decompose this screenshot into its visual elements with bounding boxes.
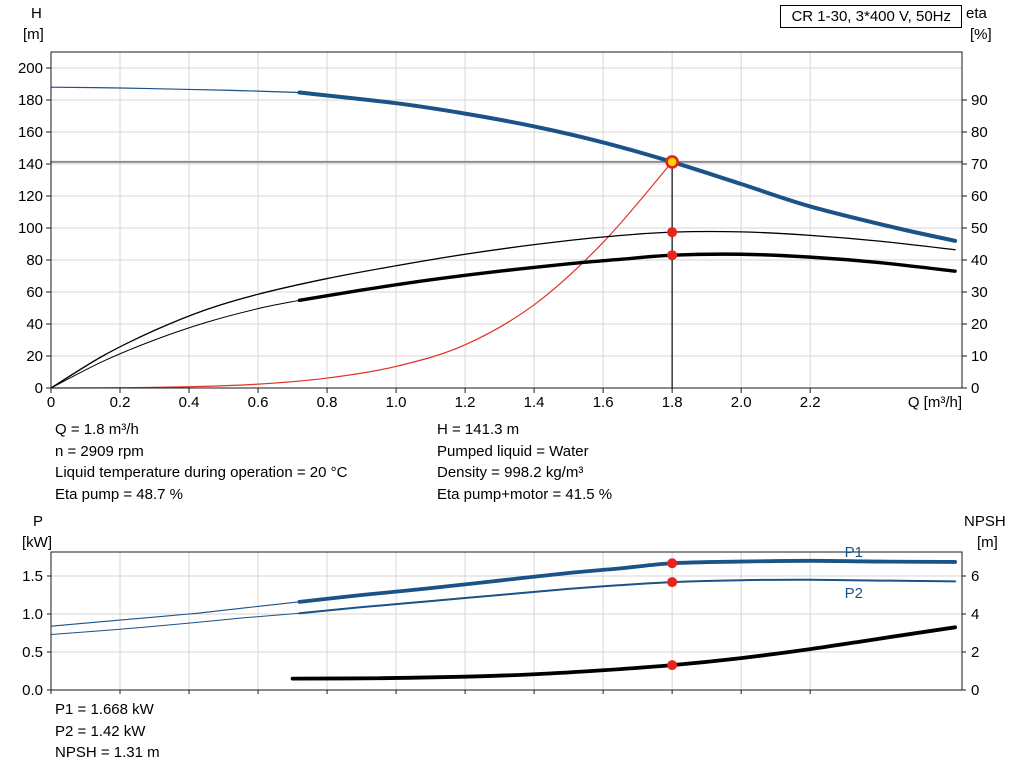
x-tick-label: 1.0 (386, 394, 407, 411)
x-tick-label: 0.4 (179, 394, 200, 411)
pump-curve (297, 90, 958, 243)
x-tick-label: 2.2 (800, 394, 821, 411)
npsh-curve (290, 625, 957, 681)
y-left-tick-label: 0.5 (22, 644, 43, 661)
hq-x-axis-title: Q [m³/h] (907, 394, 962, 411)
y-left-tick-label: 1.5 (22, 568, 43, 585)
info-liquid-temp: Liquid temperature during operation = 20… (55, 464, 348, 482)
y-right-tick-label: 70 (971, 156, 988, 173)
npsh-y-right-axis-unit: [m] (977, 534, 998, 551)
y-left-tick-label: 40 (26, 316, 43, 333)
y-left-tick-label: 140 (18, 156, 43, 173)
y-right-tick-label: 50 (971, 220, 988, 237)
eta-pump-point (667, 227, 678, 238)
power-info-block: P1 = 1.668 kW P2 = 1.42 kW NPSH = 1.31 m (55, 699, 160, 764)
y-left-tick-label: 1.0 (22, 606, 43, 623)
power-npsh-chart[interactable]: 0.0 0.5 1.0 1.5 0 2 4 6 P1 P2 (22, 544, 979, 699)
npsh-y-right-axis-title: NPSH (964, 513, 1006, 530)
power-y-left-axis-title: P (33, 513, 44, 530)
p1-curve-lowflow (50, 601, 300, 627)
x-tick-label: 0.6 (248, 394, 269, 411)
hq-chart[interactable]: 0 20 40 60 80 100 120 140 160 180 200 0 10 20 30 40 50 60… (18, 51, 988, 411)
info-eta-pump: Eta pump = 48.7 % (55, 486, 183, 504)
y-right-tick-label: 40 (971, 252, 988, 269)
y-left-tick-label: 80 (26, 252, 43, 269)
duty-point[interactable] (665, 155, 679, 169)
y-right-tick-label: 4 (971, 606, 979, 623)
y-right-tick-label: 90 (971, 92, 988, 109)
plot-frame (50, 551, 963, 691)
y-left-tick-label: 0 (35, 380, 43, 397)
y-left-tick-label: 120 (18, 188, 43, 205)
y-left-tick-label: 100 (18, 220, 43, 237)
hq-y-right-axis-title: eta (966, 5, 987, 22)
y-right-tick-label: 20 (971, 316, 988, 333)
p1-label: P1 (845, 544, 863, 561)
y-left-tick-label: 60 (26, 284, 43, 301)
p1-point (667, 558, 678, 569)
duty-info-right-column: H = 141.3 m Pumped liquid = Water Densit… (437, 419, 612, 506)
x-tick-label: 0.8 (317, 394, 338, 411)
y-right-tick-label: 30 (971, 284, 988, 301)
duty-info-left-column: Q = 1.8 m³/h n = 2909 rpm Liquid tempera… (55, 419, 347, 506)
eta-pump-motor-curve-lowflow (50, 299, 300, 389)
eta-pump-motor-curve (297, 252, 957, 303)
y-right-tick-label: 10 (971, 348, 988, 365)
hq-y-right-axis-unit: [%] (970, 26, 992, 43)
y-right-tick-label: 80 (971, 124, 988, 141)
p2-curve (298, 578, 957, 615)
x-tick-label: 1.4 (524, 394, 545, 411)
plot-frame (50, 51, 963, 389)
y-left-tick-label: 0.0 (22, 682, 43, 699)
y-right-tick-label: 2 (971, 644, 979, 661)
p2-point (667, 577, 678, 588)
x-tick-label: 0 (47, 394, 55, 411)
y-right-tick-label: 0 (971, 682, 979, 699)
p2-label: P2 (845, 585, 863, 602)
info-flow: Q = 1.8 m³/h (55, 421, 139, 438)
info-speed: n = 2909 rpm (55, 442, 144, 460)
y-left-tick-label: 200 (18, 60, 43, 77)
x-tick-label: 2.0 (731, 394, 752, 411)
info-density: Density = 998.2 kg/m³ (437, 464, 584, 482)
x-tick-label: 1.6 (593, 394, 614, 411)
info-eta-pump-motor: Eta pump+motor = 41.5 % (437, 486, 613, 504)
x-tick-label: 1.2 (455, 394, 476, 411)
info-p1: P1 = 1.668 kW (55, 701, 154, 718)
info-pumped-liquid: Pumped liquid = Water (437, 442, 589, 460)
x-tick-label: 1.8 (662, 394, 683, 411)
pump-curve-lowflow (50, 86, 301, 94)
hq-y-left-axis-unit: [m] (23, 26, 44, 43)
info-npsh: NPSH = 1.31 m (55, 744, 160, 762)
info-head: H = 141.3 m (437, 421, 520, 438)
y-right-tick-label: 6 (971, 568, 979, 585)
eta-pump-motor-point (667, 250, 678, 261)
npsh-point (667, 660, 678, 671)
y-left-tick-label: 20 (26, 348, 43, 365)
hq-y-left-axis-title: H (31, 5, 42, 22)
p1-curve (297, 558, 957, 604)
p2-curve-lowflow (50, 612, 300, 636)
y-left-tick-label: 160 (18, 124, 43, 141)
y-right-tick-label: 0 (971, 380, 979, 397)
power-y-left-axis-unit: [kW] (22, 534, 52, 551)
y-left-tick-label: 180 (18, 92, 43, 109)
eta-pump-curve (50, 230, 956, 389)
info-p2: P2 = 1.42 kW (55, 722, 146, 740)
x-tick-label: 0.2 (110, 394, 131, 411)
y-right-tick-label: 60 (971, 188, 988, 205)
pump-model-title: CR 1-30, 3*400 V, 50Hz (780, 5, 962, 28)
